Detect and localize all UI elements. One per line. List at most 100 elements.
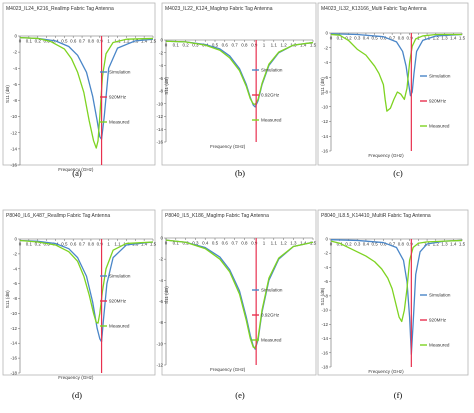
x-tick-label: 0.5 xyxy=(61,242,68,247)
y-tick-label: -6 xyxy=(324,279,328,284)
panel-4: P8040_IL6_K487_Reallmp Fabric Tag Antenn… xyxy=(2,209,157,400)
x-tick-label: 1.2 xyxy=(280,43,287,48)
legend-label: Measured xyxy=(429,124,450,129)
y-tick-label: -4 xyxy=(324,60,328,65)
x-axis-label: Frequency (GHz) xyxy=(368,153,404,158)
x-tick-label: 0.7 xyxy=(79,242,86,247)
x-tick-label: 0.6 xyxy=(70,39,77,44)
series-measured xyxy=(19,239,154,324)
x-tick-label: 1 xyxy=(263,241,266,246)
x-tick-label: 1.1 xyxy=(114,242,121,247)
x-tick-label: 0.9 xyxy=(97,39,104,44)
x-tick-label: 0 xyxy=(330,36,333,41)
y-tick-label: 0 xyxy=(14,237,17,242)
series-measured xyxy=(165,239,314,349)
x-axis-label: Frequency (GHz) xyxy=(58,375,94,380)
panel-1: M4023_IL24_K216_Reallmp Fabric Tag Anten… xyxy=(2,2,157,178)
x-tick-label: 1.1 xyxy=(424,36,431,41)
x-axis-label: Frequency (GHz) xyxy=(210,367,246,372)
x-tick-label: 1.3 xyxy=(290,241,297,246)
panel-label: (c) xyxy=(393,168,403,178)
series-simulation xyxy=(165,239,314,350)
y-tick-label: -6 xyxy=(159,76,163,81)
y-tick-label: -12 xyxy=(156,114,163,119)
y-tick-label: -16 xyxy=(321,149,328,154)
y-tick-label: -12 xyxy=(321,322,328,327)
y-tick-label: 0 xyxy=(160,236,163,241)
x-tick-label: 1.2 xyxy=(433,242,440,247)
y-tick-label: -6 xyxy=(159,299,163,304)
y-tick-label: -16 xyxy=(156,140,163,145)
panel-2: M4023_IL22_K124_MagImp Fabric Tag Antenn… xyxy=(156,2,317,178)
x-tick-label: 1.5 xyxy=(459,36,466,41)
panel-label: (e) xyxy=(235,390,245,400)
panel-label: (b) xyxy=(235,168,245,178)
y-tick-label: 0 xyxy=(325,31,328,36)
legend-label: 920MHz xyxy=(429,99,447,104)
x-tick-label: 0.2 xyxy=(35,39,42,44)
series-measured xyxy=(19,36,154,149)
y-tick-label: -2 xyxy=(13,50,17,55)
x-tick-label: 1 xyxy=(263,43,266,48)
panel-title: P8040_IL5_K186_MagImp Fabric Tag Antenna xyxy=(165,213,269,219)
x-tick-label: 1.4 xyxy=(141,39,148,44)
y-tick-label: -12 xyxy=(156,363,163,368)
y-tick-label: -12 xyxy=(321,119,328,124)
x-tick-label: 1.4 xyxy=(450,36,457,41)
y-tick-label: -16 xyxy=(321,350,328,355)
y-tick-label: -18 xyxy=(10,371,17,376)
x-tick-label: 1.3 xyxy=(441,242,448,247)
x-axis-label: Frequency (GHz) xyxy=(210,144,246,149)
x-tick-label: 1.5 xyxy=(150,242,157,247)
y-tick-label: -12 xyxy=(10,130,17,135)
legend-label: Simulation xyxy=(429,74,451,79)
panel-label: (a) xyxy=(72,168,82,178)
y-tick-label: -4 xyxy=(13,66,17,71)
x-tick-label: 0.4 xyxy=(202,241,209,246)
y-axis-label: S11 (dB) xyxy=(164,77,169,95)
legend-label: 920MHz xyxy=(109,95,127,100)
y-tick-label: -10 xyxy=(156,101,163,106)
series-simulation xyxy=(19,36,154,140)
legend-label: Measured xyxy=(109,324,130,329)
x-tick-label: 1.4 xyxy=(300,43,307,48)
y-tick-label: -8 xyxy=(159,89,163,94)
panel-title: P8040_IL6_K487_Reallmp Fabric Tag Antenn… xyxy=(6,213,110,219)
y-tick-label: -18 xyxy=(321,365,328,370)
x-tick-label: 0.8 xyxy=(88,242,95,247)
panel-title: M4023_IL24_K216_Reallmp Fabric Tag Anten… xyxy=(6,6,114,12)
x-tick-label: 0.7 xyxy=(389,36,396,41)
x-tick-label: 0.7 xyxy=(389,242,396,247)
x-tick-label: 1.5 xyxy=(310,241,317,246)
x-tick-label: 1.5 xyxy=(310,43,317,48)
x-tick-label: 0.9 xyxy=(251,241,258,246)
x-tick-label: 0.7 xyxy=(231,43,238,48)
x-tick-label: 0.4 xyxy=(363,242,370,247)
y-tick-label: -10 xyxy=(321,104,328,109)
x-tick-label: 0 xyxy=(165,241,168,246)
legend-label: 920MHz xyxy=(109,299,127,304)
y-tick-label: 0 xyxy=(325,237,328,242)
y-tick-label: -4 xyxy=(324,265,328,270)
x-tick-label: 0.1 xyxy=(173,241,180,246)
y-tick-label: -2 xyxy=(324,251,328,256)
y-tick-label: -8 xyxy=(13,98,17,103)
y-axis-label: S11 (dB) xyxy=(5,85,10,103)
x-tick-label: 1.2 xyxy=(123,39,130,44)
x-tick-label: 0.3 xyxy=(192,43,199,48)
panel-label: (d) xyxy=(72,390,82,400)
x-tick-label: 1.4 xyxy=(450,242,457,247)
x-tick-label: 0.1 xyxy=(337,36,344,41)
panel-title: M4023_IL22_K124_MagImp Fabric Tag Antenn… xyxy=(165,6,273,12)
y-tick-label: -14 xyxy=(156,127,163,132)
series-simulation xyxy=(19,239,154,343)
y-tick-label: -10 xyxy=(156,341,163,346)
y-tick-label: -2 xyxy=(324,45,328,50)
x-tick-label: 0.5 xyxy=(212,43,219,48)
y-tick-label: -6 xyxy=(324,75,328,80)
x-tick-label: 1.1 xyxy=(271,43,278,48)
panel-frame xyxy=(2,209,156,376)
y-tick-label: -14 xyxy=(10,341,17,346)
y-tick-label: -8 xyxy=(324,293,328,298)
